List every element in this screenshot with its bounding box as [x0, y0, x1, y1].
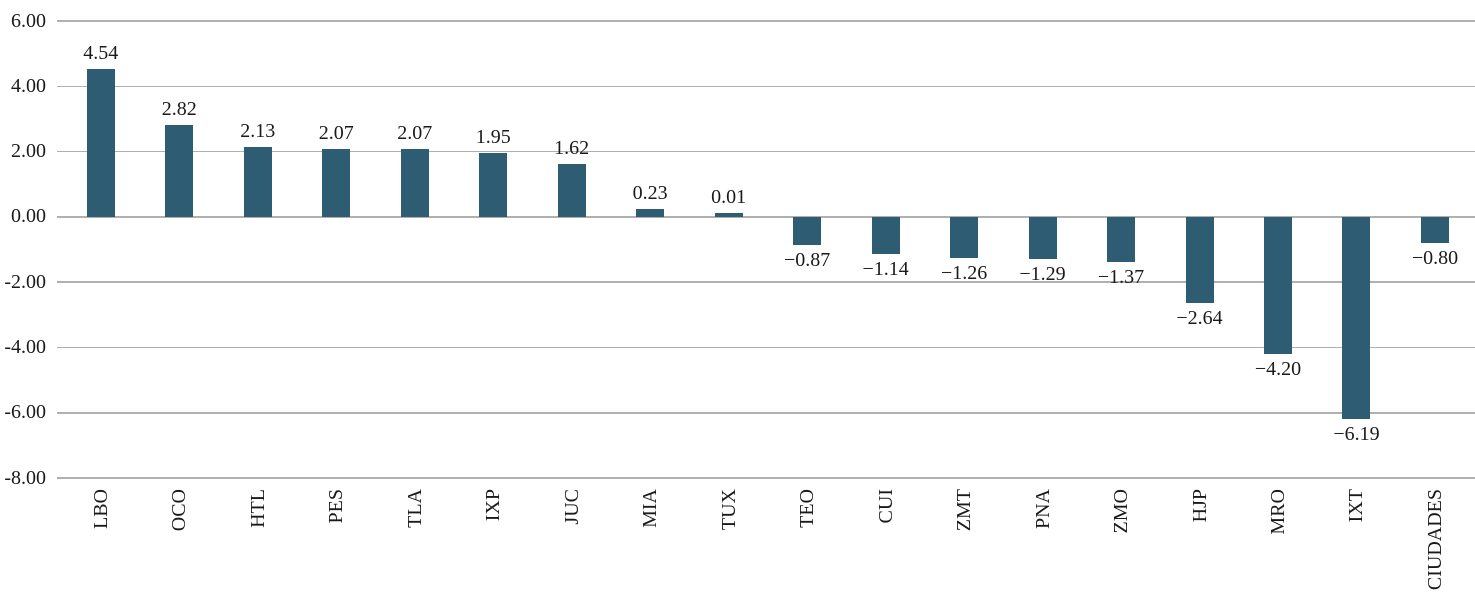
y-tick-label: -4.00 — [4, 336, 46, 358]
value-label-tux: 0.01 — [711, 186, 747, 209]
bar-pna — [1028, 216, 1057, 259]
x-category-label-zmt: ZMT — [953, 489, 976, 532]
bar-ciudades — [1420, 216, 1449, 243]
x-category-label-hjp: HJP — [1188, 489, 1211, 523]
y-tick-label: 6.00 — [11, 9, 46, 32]
value-label-oco: 2.82 — [161, 97, 197, 120]
x-category-label-pes: PES — [325, 489, 348, 524]
value-label-cui: −1.14 — [862, 258, 909, 281]
value-label-ciudades: −0.80 — [1411, 247, 1459, 270]
value-label-tla: 2.07 — [397, 122, 433, 145]
bar-ixp — [479, 153, 508, 217]
bar-pes — [322, 149, 351, 217]
y-tick-label: 0.00 — [11, 205, 46, 228]
bar-cui — [871, 216, 900, 255]
x-category-label-tux: TUX — [717, 489, 740, 531]
gridline--2.00 — [57, 281, 1475, 283]
bar-mro — [1264, 216, 1292, 355]
x-category-label-zmo: ZMO — [1110, 489, 1133, 534]
bar-tux — [714, 213, 743, 217]
x-category-label-teo: TEO — [796, 489, 819, 528]
value-label-htl: 2.13 — [240, 120, 276, 143]
value-label-mia: 0.23 — [632, 182, 668, 205]
value-label-ixt: −6.19 — [1333, 423, 1380, 445]
value-label-pna: −1.29 — [1019, 263, 1066, 286]
x-category-label-htl: HTL — [246, 489, 269, 528]
gridline-2.00 — [57, 150, 1475, 153]
gridline-6.00 — [57, 20, 1475, 22]
x-category-label-juc: JUC — [560, 489, 583, 525]
x-category-label-tla: TLA — [403, 489, 426, 528]
y-tick-label: 4.00 — [11, 74, 46, 97]
bar-htl — [243, 147, 272, 217]
x-category-label-oco: OCO — [168, 489, 191, 532]
value-label-zmo: −1.37 — [1097, 265, 1145, 288]
y-tick-label: -8.00 — [4, 466, 46, 489]
x-category-label-cui: CUI — [874, 489, 897, 524]
value-label-ixp: 1.95 — [475, 126, 511, 149]
x-category-label-mro: MRO — [1267, 489, 1289, 535]
gridline--8.00 — [57, 477, 1475, 479]
y-tick-label: -2.00 — [4, 270, 46, 293]
bar-teo — [793, 216, 822, 246]
gridline-4.00 — [57, 85, 1475, 88]
value-label-teo: −0.87 — [783, 249, 831, 272]
value-label-hjp: −2.64 — [1176, 307, 1223, 330]
bar-juc — [557, 164, 586, 217]
bar-hjp — [1185, 216, 1214, 304]
bar-lbo — [86, 68, 115, 217]
x-category-label-ixt: IXT — [1345, 489, 1368, 523]
gridline-0.00 — [57, 216, 1475, 218]
x-category-label-pna: PNA — [1031, 489, 1054, 530]
x-category-label-ixp: IXP — [482, 489, 505, 522]
y-tick-label: -6.00 — [4, 401, 46, 424]
value-label-mro: −4.20 — [1254, 358, 1302, 381]
bar-tla — [400, 149, 429, 217]
bar-mia — [636, 209, 665, 217]
value-label-pes: 2.07 — [318, 122, 354, 145]
bar-oco — [165, 124, 194, 217]
gridline--6.00 — [57, 412, 1475, 414]
bar-ixt — [1342, 216, 1371, 419]
value-label-zmt: −1.26 — [940, 262, 988, 285]
value-label-juc: 1.62 — [554, 137, 590, 159]
x-category-label-lbo: LBO — [89, 489, 112, 529]
bar-zmo — [1107, 216, 1136, 262]
bar-zmt — [950, 216, 979, 259]
gridline--4.00 — [57, 346, 1475, 349]
y-tick-label: 2.00 — [11, 140, 46, 163]
x-category-label-mia: MIA — [639, 489, 662, 528]
x-category-label-ciudades: CIUDADES — [1423, 489, 1446, 591]
value-label-lbo: 4.54 — [83, 41, 119, 64]
